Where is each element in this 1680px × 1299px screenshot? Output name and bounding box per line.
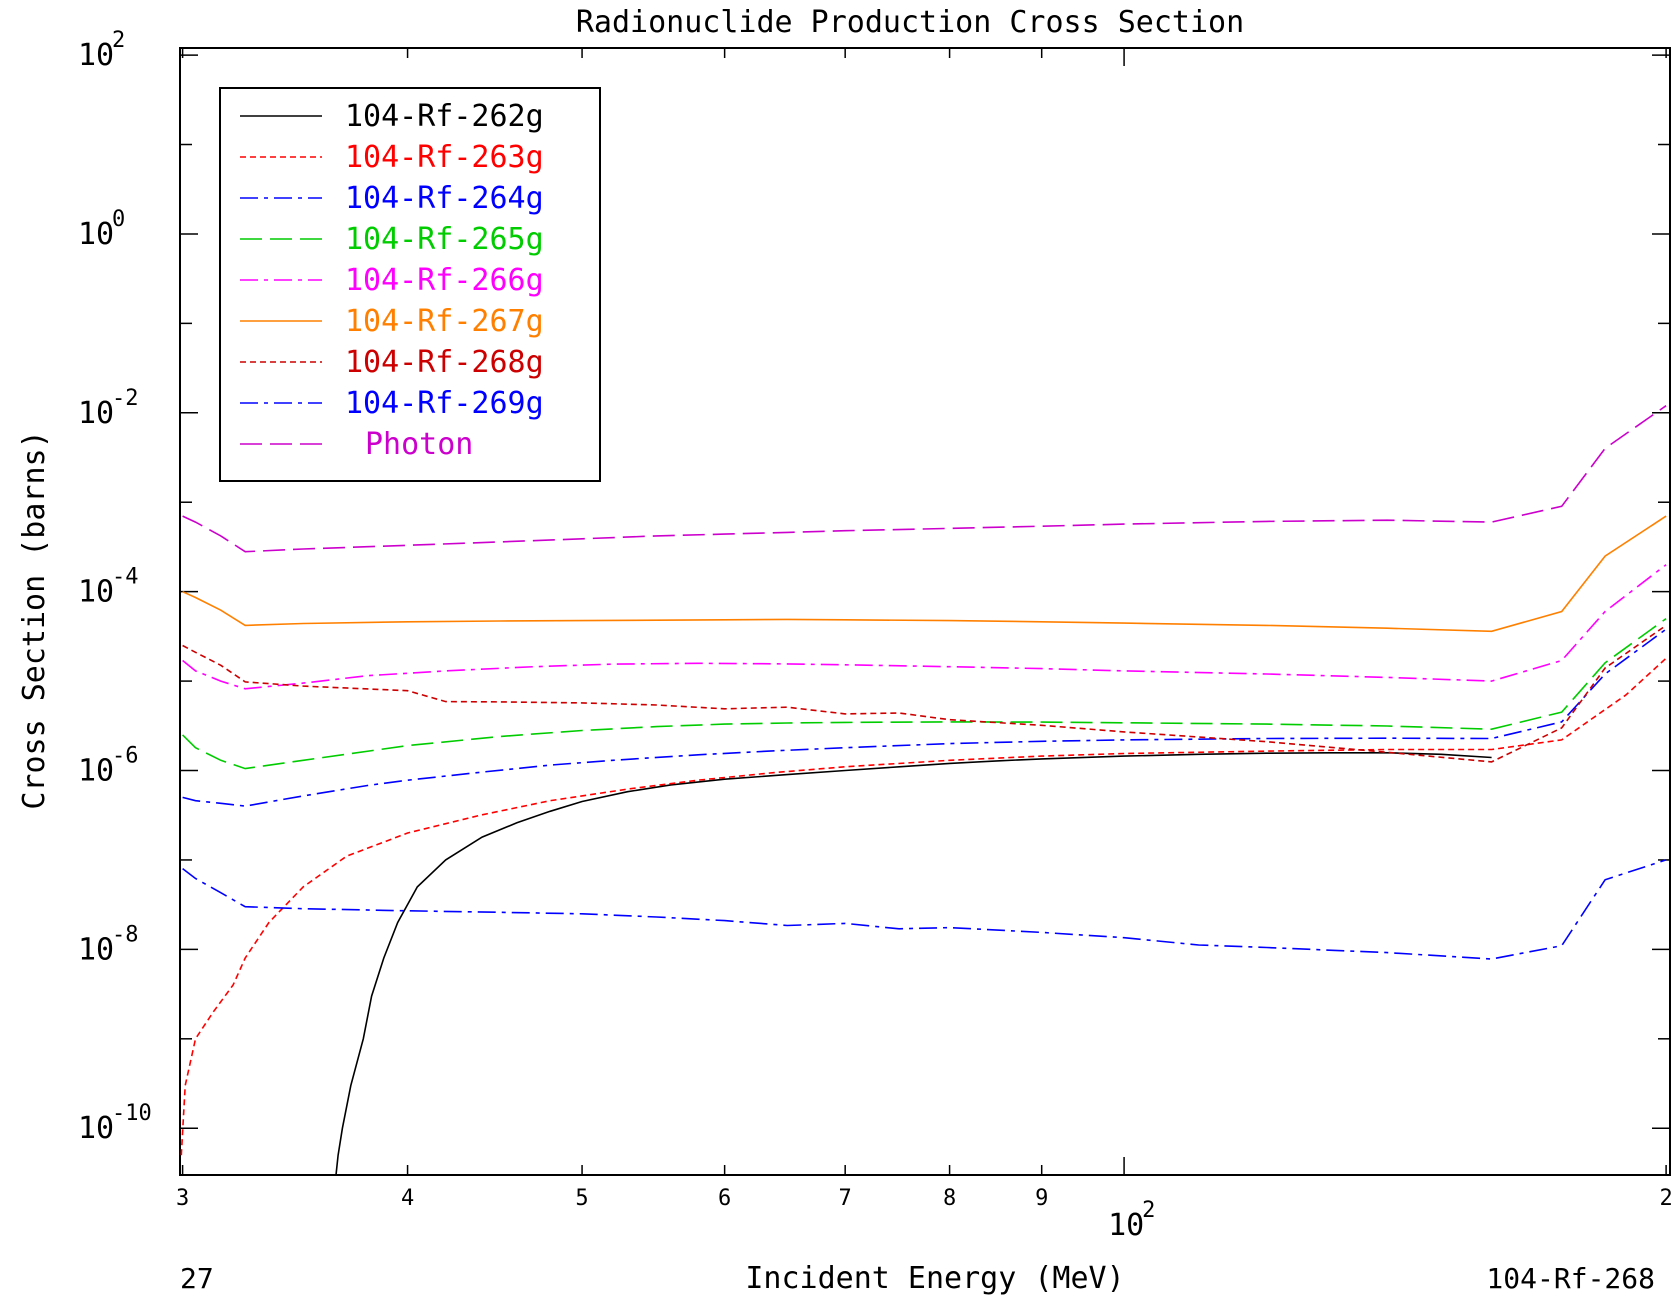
y-tick-label-base: 10 [78, 575, 114, 610]
legend-label: 104-Rf-265g [345, 222, 544, 257]
y-tick-label-base: 10 [78, 1111, 114, 1146]
series-layer [180, 405, 1667, 1176]
series-line-104-rf-264g [182, 628, 1667, 807]
series-line-104-rf-263g [180, 657, 1667, 1156]
y-tick-label-exponent: -10 [112, 1101, 152, 1126]
series-line-104-rf-265g [182, 617, 1667, 770]
series-line-104-rf-267g [182, 515, 1667, 633]
y-tick-label-exponent: -6 [112, 744, 139, 769]
x-tick-label: 8 [943, 1186, 956, 1211]
legend-label: Photon [365, 427, 473, 462]
y-tick-label-base: 10 [78, 754, 114, 789]
y-tick-label-exponent: -4 [112, 565, 139, 590]
chart-title: Radionuclide Production Cross Section [576, 5, 1244, 40]
plot-border [179, 47, 1671, 1176]
legend-label: 104-Rf-267g [345, 304, 544, 339]
x-tick-label: 5 [575, 1186, 588, 1211]
y-tick-label-base: 10 [78, 38, 114, 73]
x-tick-label: 3 [176, 1186, 189, 1211]
legend-label: 104-Rf-263g [345, 140, 544, 175]
x-decade-label: 10 [1108, 1208, 1144, 1243]
y-axis-label: Cross Section (barns) [17, 430, 52, 809]
legend-label: 104-Rf-266g [345, 263, 544, 298]
x-tick-label: 2 [1659, 1186, 1672, 1211]
y-tick-label-exponent: 2 [112, 28, 125, 53]
plot-frame [179, 47, 1671, 1176]
legend-label: 104-Rf-264g [345, 181, 544, 216]
x-tick-label: 6 [718, 1186, 731, 1211]
series-line-photon [182, 405, 1667, 553]
legend: 104-Rf-262g 104-Rf-263g 104-Rf-264g 104-Rf-… [219, 87, 601, 482]
y-tick-label-base: 10 [78, 932, 114, 967]
y-tick-label-exponent: 0 [112, 207, 125, 232]
y-tick-label-base: 10 [78, 396, 114, 431]
series-line-104-rf-266g [182, 564, 1667, 690]
x-tick-label: 4 [401, 1186, 414, 1211]
x-decade-exponent: 2 [1142, 1198, 1155, 1223]
y-tick-label-exponent: -8 [112, 922, 139, 947]
x-tick-label: 9 [1035, 1186, 1048, 1211]
legend-label: 104-Rf-262g [345, 99, 544, 134]
legend-label: 104-Rf-268g [345, 345, 544, 380]
y-tick-label-exponent: -2 [112, 386, 139, 411]
corner-left-label: 27 [180, 1262, 214, 1295]
series-line-104-rf-262g [335, 751, 1492, 1176]
x-tick-label: 7 [839, 1186, 852, 1211]
series-line-104-rf-269g [182, 859, 1667, 960]
series-line-104-rf-268g [182, 624, 1667, 763]
corner-right-label: 104-Rf-268 [1486, 1262, 1655, 1295]
legend-label: 104-Rf-269g [345, 386, 544, 421]
x-axis-label: Incident Energy (MeV) [745, 1261, 1124, 1296]
y-tick-label-base: 10 [78, 217, 114, 252]
legend-box [219, 87, 601, 482]
